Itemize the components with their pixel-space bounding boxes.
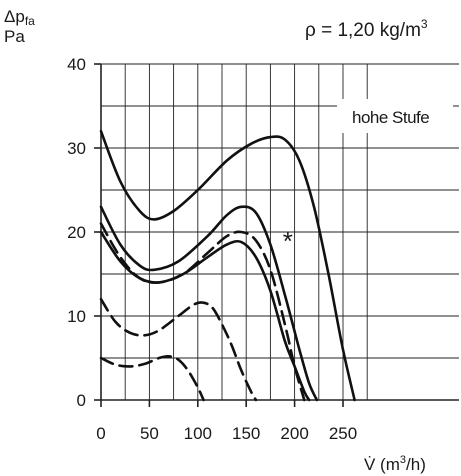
y-axis-symbol-sub: fa xyxy=(25,14,35,28)
setting-label: hohe Stufe xyxy=(352,108,429,127)
y-tick-label: 10 xyxy=(67,307,86,326)
y-tick-label: 0 xyxy=(77,391,86,410)
y-tick-label: 30 xyxy=(67,139,86,158)
density-text: ρ = 1,20 kg/m xyxy=(305,20,421,41)
x-axis-label-end: /h) xyxy=(406,455,426,474)
x-tick-label: 200 xyxy=(280,424,308,443)
y-tick-label: 40 xyxy=(67,55,86,74)
x-axis-label: V̇ (m3/h) xyxy=(364,454,426,474)
x-tick-label: 150 xyxy=(232,424,260,443)
density-label: ρ = 1,20 kg/m3 xyxy=(305,17,428,41)
star-marker: * xyxy=(283,226,293,256)
curves xyxy=(99,129,356,402)
setting-label-box xyxy=(337,99,453,133)
y-axis-symbol: Δpfa xyxy=(4,7,35,28)
x-tick-label: 0 xyxy=(96,424,105,443)
series-line-6-dashed xyxy=(99,354,205,402)
series-line-4-dashed xyxy=(99,222,306,402)
x-axis-label-sup: 3 xyxy=(400,454,406,466)
y-tick-label: 20 xyxy=(67,223,86,242)
x-tick-label: 100 xyxy=(184,424,212,443)
series-line-5-dashed xyxy=(99,297,258,402)
y-axis-unit: Pa xyxy=(4,27,25,46)
x-tick-label: 50 xyxy=(140,424,159,443)
x-tick-label: 250 xyxy=(329,424,357,443)
x-axis-label-main: V̇ (m xyxy=(364,455,400,474)
tick-labels: 0 50 100 150 200 250 0 10 20 30 40 xyxy=(67,55,357,443)
density-sup: 3 xyxy=(421,17,428,31)
y-axis-symbol-main: Δp xyxy=(4,7,25,26)
series-line-1-solid xyxy=(99,129,356,402)
series-line-2-solid xyxy=(99,205,319,402)
